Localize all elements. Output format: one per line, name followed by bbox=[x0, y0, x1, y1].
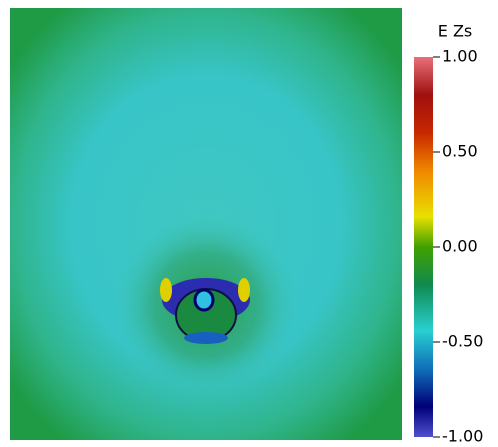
tick-label: 0.50 bbox=[442, 142, 478, 161]
tick-label: 1.00 bbox=[442, 47, 478, 66]
tick-label: 0.00 bbox=[442, 237, 478, 256]
field-plot bbox=[10, 8, 402, 440]
colorbar bbox=[414, 57, 433, 437]
tick-label: -1.00 bbox=[442, 427, 483, 446]
colorbar-ticks: 1.00 0.50 0.00 -0.50 -1.00 bbox=[433, 47, 483, 446]
tick-label: -0.50 bbox=[442, 332, 483, 351]
colorbar-title: E Zs bbox=[438, 22, 473, 41]
